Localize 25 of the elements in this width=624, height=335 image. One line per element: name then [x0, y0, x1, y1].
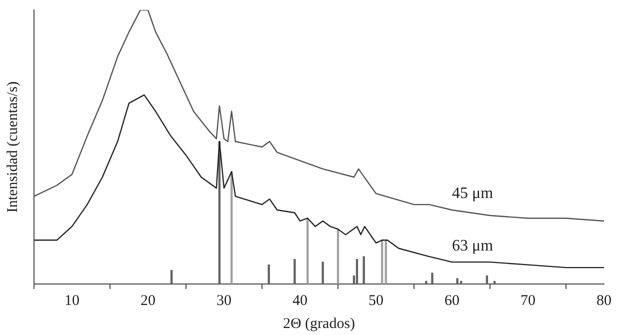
bar: [306, 218, 309, 284]
x-tick-label: 80: [596, 292, 612, 309]
bar: [384, 240, 387, 284]
bar: [486, 275, 488, 284]
x-tick-label: 40: [292, 292, 308, 309]
x-tick-label: 70: [520, 292, 536, 309]
y-axis-title: Intensidad (cuentas/s): [4, 81, 21, 213]
bar: [362, 256, 365, 284]
x-axis-title: 2Θ (grados): [282, 316, 356, 332]
bar: [456, 278, 458, 284]
series-label: 63 μm: [452, 237, 494, 254]
bar: [336, 228, 340, 284]
x-tick-label: 50: [368, 292, 384, 309]
bar: [381, 240, 384, 284]
x-tick-label: 30: [216, 292, 232, 309]
bar: [431, 272, 434, 284]
x-tick-label: 20: [140, 292, 156, 309]
bar: [268, 264, 270, 284]
bar: [170, 270, 173, 284]
series-label: 45 μm: [452, 185, 494, 202]
x-tick-label: 10: [64, 292, 80, 309]
bar: [294, 259, 296, 284]
bar: [322, 262, 324, 284]
x-tick-label: 60: [444, 292, 460, 309]
bar: [356, 259, 358, 284]
